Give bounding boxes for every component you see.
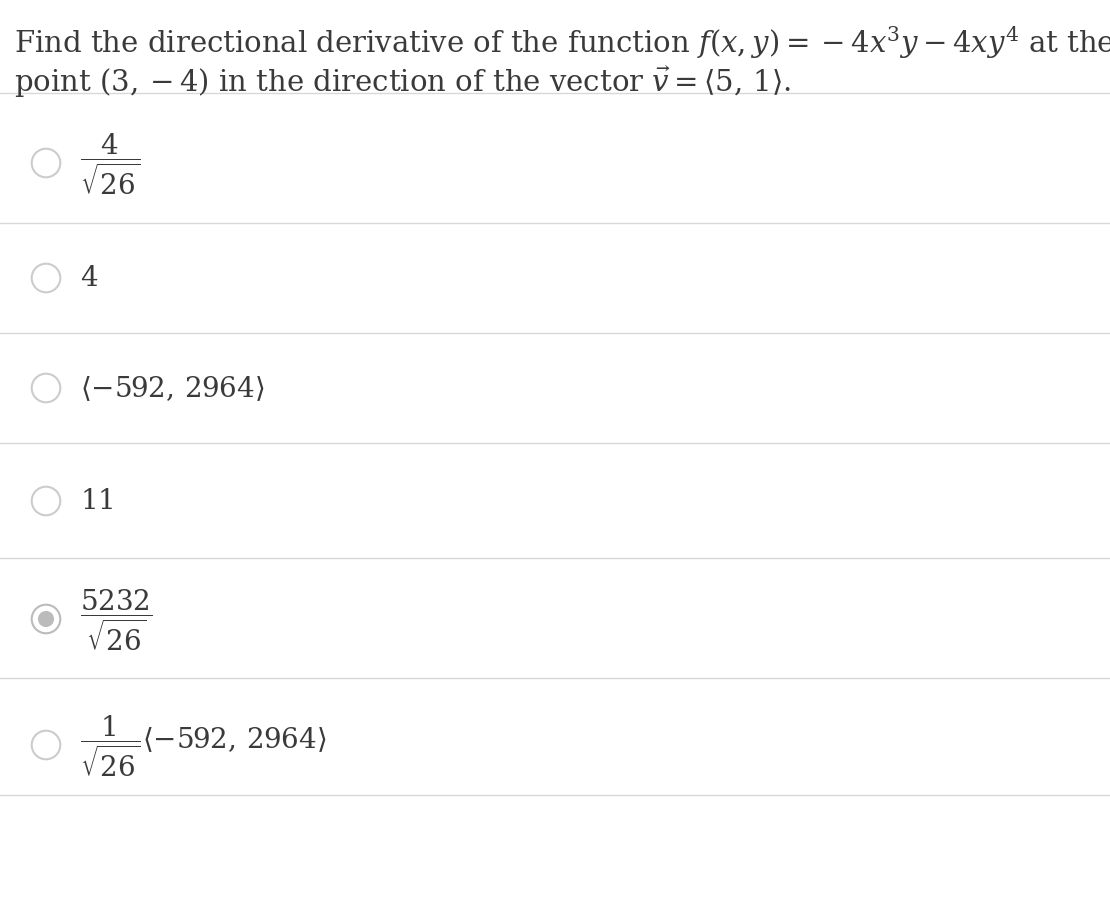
- Text: Find the directional derivative of the function $f(x, y) = -4x^3y - 4xy^4$ at th: Find the directional derivative of the f…: [14, 24, 1110, 61]
- Circle shape: [38, 611, 54, 628]
- Text: $\dfrac{4}{\sqrt{26}}$: $\dfrac{4}{\sqrt{26}}$: [80, 131, 141, 197]
- Text: $11$: $11$: [80, 488, 113, 515]
- Text: $4$: $4$: [80, 265, 99, 293]
- Text: $\dfrac{1}{\sqrt{26}}\langle{-592},\,2964\rangle$: $\dfrac{1}{\sqrt{26}}\langle{-592},\,296…: [80, 712, 326, 777]
- Text: point $(3, -4)$ in the direction of the vector $\vec{v} = \langle 5,\, 1\rangle$: point $(3, -4)$ in the direction of the …: [14, 64, 791, 99]
- Text: $\langle{-592},\, 2964\rangle$: $\langle{-592},\, 2964\rangle$: [80, 374, 264, 403]
- Text: $\dfrac{5232}{\sqrt{26}}$: $\dfrac{5232}{\sqrt{26}}$: [80, 587, 152, 652]
